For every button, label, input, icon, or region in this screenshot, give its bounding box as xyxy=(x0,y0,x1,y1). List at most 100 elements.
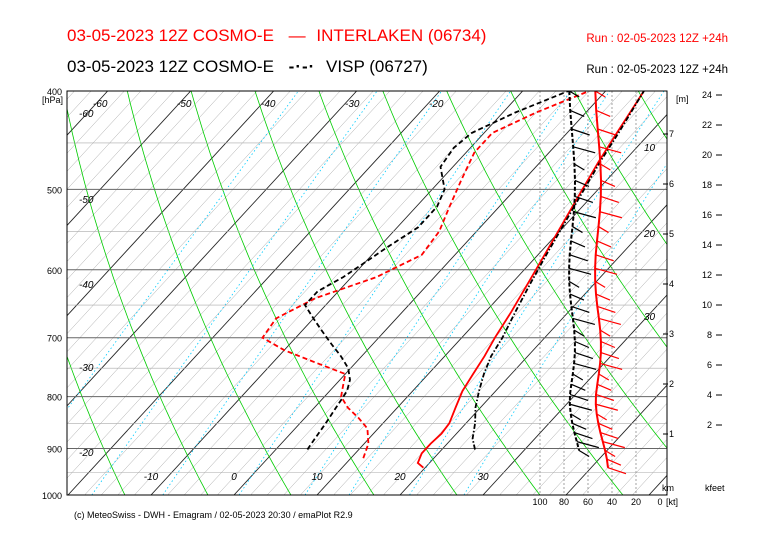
wind-barb xyxy=(600,195,619,203)
wind-barb xyxy=(607,467,627,475)
height-unit-m: [m] xyxy=(676,94,689,104)
temperature-tick-label: 10 xyxy=(311,472,323,483)
isotherm-line xyxy=(67,91,225,262)
isotherm-line xyxy=(582,403,667,495)
title-black-legend-symbol: -·-· xyxy=(288,57,316,76)
wind-barb xyxy=(595,403,618,411)
mixing-ratio-line xyxy=(304,91,571,495)
isotherm-line xyxy=(67,91,424,479)
isotherm-line xyxy=(67,91,241,280)
wind-barb xyxy=(600,179,616,188)
isotherm-label: -60 xyxy=(79,109,94,120)
wind-barb xyxy=(604,449,616,458)
wind-barb xyxy=(569,293,585,301)
wind-barb xyxy=(599,362,623,371)
series-line xyxy=(303,91,569,451)
km-label: km xyxy=(662,483,674,493)
wind-barb xyxy=(596,109,611,117)
isotherm-line xyxy=(283,91,656,495)
isotherm-label: -20 xyxy=(79,448,94,459)
wind-barb xyxy=(569,393,589,401)
isotherm-line xyxy=(67,91,341,389)
wind-tick-label: 60 xyxy=(583,497,593,507)
title-black-station: VISP (06727) xyxy=(326,57,428,76)
isotherm-line xyxy=(0,91,58,495)
wind-profile-line xyxy=(568,90,581,451)
wind-profile xyxy=(568,90,627,475)
isotherm-line xyxy=(0,91,41,495)
wind-barb xyxy=(573,146,596,154)
isotherm-line xyxy=(399,204,667,495)
isotherm-line xyxy=(482,294,667,495)
wind-barb xyxy=(574,352,594,360)
wind-barb xyxy=(597,128,616,136)
isotherm-line xyxy=(67,91,407,461)
isotherm-line xyxy=(0,91,25,495)
footer-credit: (c) MeteoSwiss - DWH - Emagram / 02-05-2… xyxy=(74,510,353,520)
pressure-tick-label: 500 xyxy=(47,185,62,195)
top-isotherm-label: -20 xyxy=(429,99,444,110)
wind-barb xyxy=(568,90,580,98)
kfeet-tick-label: 6 xyxy=(707,360,712,370)
wind-barb xyxy=(599,211,623,219)
wind-barb xyxy=(571,305,590,313)
wind-barb xyxy=(594,280,606,288)
wind-barb xyxy=(600,352,620,360)
wind-tick-label: 80 xyxy=(559,497,569,507)
run-interlaken: Run : 02-05-2023 12Z +24h xyxy=(586,33,728,45)
kfeet-unit: kfeet xyxy=(705,483,725,493)
wind-barb xyxy=(606,458,622,466)
top-isotherm-label: -40 xyxy=(261,99,276,110)
wind-barb xyxy=(598,317,622,326)
dry-adiabat-line xyxy=(0,91,42,495)
wind-tick-label: 100 xyxy=(532,497,547,507)
isotherm-line xyxy=(715,91,766,495)
plot-frame xyxy=(66,90,668,496)
wind-barb xyxy=(574,432,593,440)
profile-series xyxy=(261,91,645,469)
isotherm-line xyxy=(233,91,607,495)
pressure-tick-label: 800 xyxy=(47,393,62,403)
isotherm-line xyxy=(67,91,158,190)
isotherm-line xyxy=(732,91,766,495)
wind-barb xyxy=(574,179,590,188)
isotherm-line xyxy=(67,91,358,407)
pressure-tick-label: 700 xyxy=(47,334,62,344)
title-red-legend-symbol: — xyxy=(288,26,306,45)
isotherm-line xyxy=(449,258,667,495)
wind-side-label: 30 xyxy=(644,312,656,323)
wind-barb xyxy=(602,441,625,449)
title-visp: 03-05-2023 12Z COSMO-E -·-· VISP (06727) xyxy=(67,57,428,77)
wind-barb xyxy=(569,403,592,411)
wind-barb xyxy=(572,373,584,381)
isotherm-line xyxy=(84,91,457,495)
height-tick-label: 5 xyxy=(669,229,674,239)
isotherm-line xyxy=(549,366,667,495)
isotherm-line xyxy=(67,91,109,136)
kfeet-tick-label: 20 xyxy=(702,150,712,160)
wind-barb xyxy=(595,254,614,262)
wind-barb xyxy=(569,254,588,262)
isotherm-line xyxy=(300,96,667,495)
kfeet-tick-label: 16 xyxy=(702,210,712,220)
wind-barb xyxy=(572,317,596,326)
wind-barb xyxy=(600,163,611,171)
isotherm-line xyxy=(67,91,92,118)
isotherm-line xyxy=(366,168,667,495)
isotherm-line xyxy=(67,91,391,443)
isotherm-line xyxy=(67,91,142,172)
run-visp: Run : 02-05-2023 12Z +24h xyxy=(586,64,728,76)
isotherm-line xyxy=(67,91,75,100)
kfeet-tick-label: 14 xyxy=(702,240,712,250)
isotherm-line xyxy=(682,91,766,495)
temperature-tick-label: 20 xyxy=(393,472,406,483)
wind-barb xyxy=(598,226,609,234)
kfeet-tick-label: 4 xyxy=(707,390,712,400)
wind-tick-label: 20 xyxy=(631,497,641,507)
kfeet-tick-label: 12 xyxy=(702,270,712,280)
isotherm-line xyxy=(184,91,557,495)
wind-barb xyxy=(573,329,585,337)
wind-barb xyxy=(574,163,585,171)
dry-adiabat-line xyxy=(318,91,541,495)
